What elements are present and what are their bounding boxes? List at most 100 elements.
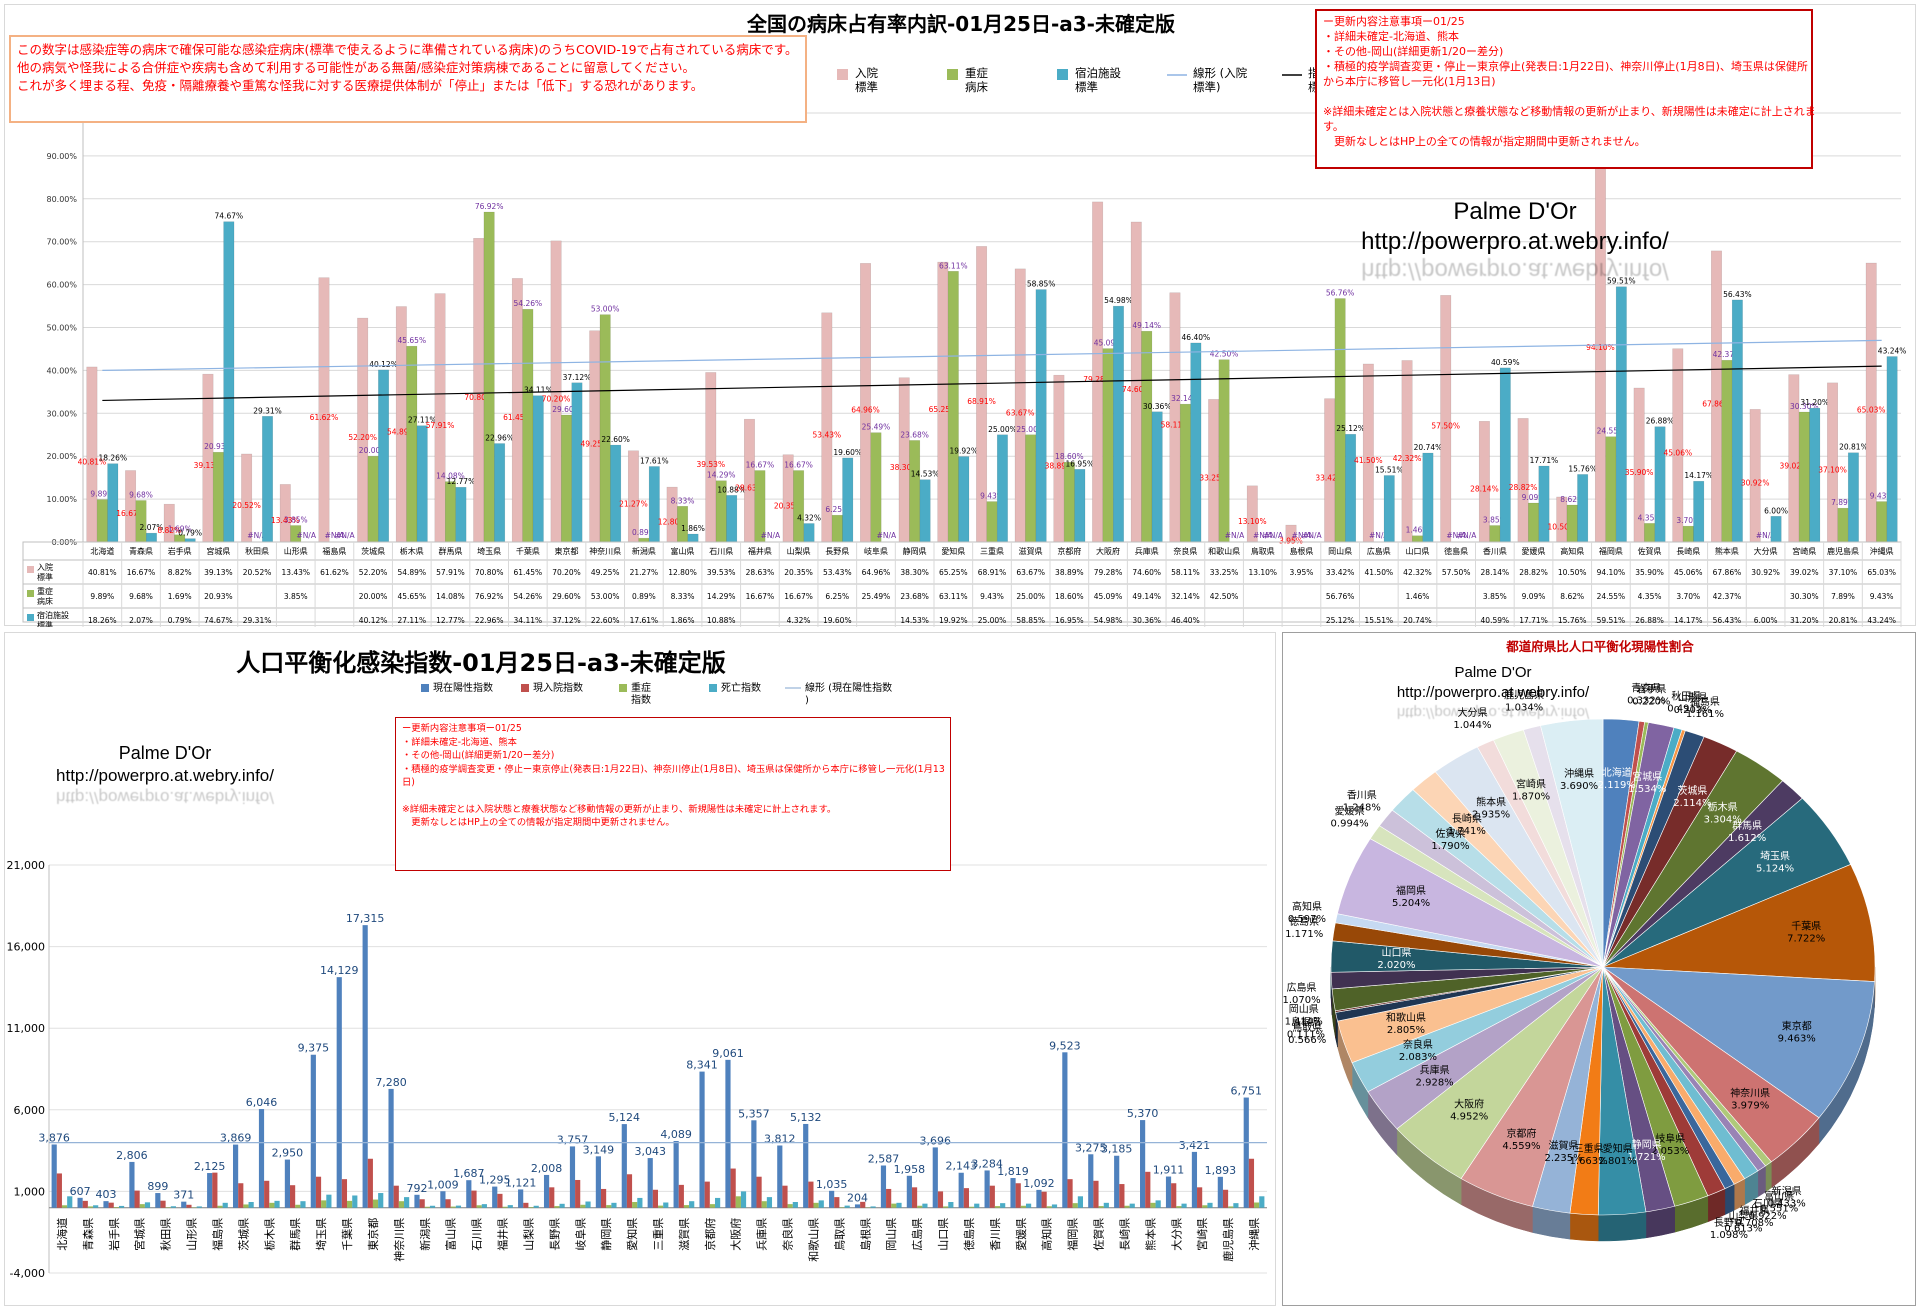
top-bar bbox=[1682, 525, 1694, 543]
pie-slice-percent: 1.070% bbox=[1283, 995, 1321, 1006]
top-bar-data-label: 42.50% bbox=[1210, 350, 1239, 359]
bl-bar bbox=[787, 1204, 793, 1208]
top-bar-data-label: 20.74% bbox=[1414, 443, 1443, 452]
top-bar bbox=[1141, 330, 1153, 543]
bl-x-category-label: 富山県 bbox=[444, 1218, 458, 1251]
pie-slice-label: 福岡県 bbox=[1396, 884, 1426, 897]
top-table-row-label: 宿泊施設標準 bbox=[37, 610, 69, 627]
top-bar-data-label: 28.14% bbox=[1470, 485, 1499, 494]
top-bar bbox=[743, 418, 755, 543]
pie-slice-side bbox=[1724, 1183, 1735, 1216]
pie-depth-group bbox=[1330, 966, 1876, 1242]
bl-bar bbox=[922, 1203, 928, 1208]
bl-bar bbox=[1067, 1179, 1073, 1208]
bl-bar-data-label: 14,129 bbox=[320, 964, 359, 977]
bl-bar bbox=[1088, 1154, 1094, 1208]
top-table-cell: 3.95% bbox=[1290, 568, 1314, 577]
top-y-tick-label: 20.00% bbox=[46, 452, 77, 461]
pie-slice-label: 福井県 bbox=[1739, 1204, 1769, 1217]
pie-slice-label: 愛媛県 bbox=[1335, 804, 1365, 817]
top-table-cell: 70.20% bbox=[552, 568, 581, 577]
top-table-cell: 25.12% bbox=[1326, 616, 1355, 625]
top-bar bbox=[610, 444, 622, 543]
bl-bar bbox=[652, 1189, 658, 1208]
top-bar bbox=[357, 317, 369, 543]
pie-slice-label: 島根県 bbox=[1291, 1015, 1321, 1028]
pie-top-group bbox=[1330, 718, 1876, 1216]
bl-x-category-label: 神奈川県 bbox=[392, 1218, 406, 1262]
bl-bar bbox=[466, 1180, 472, 1208]
pie-slice-label: 福島県 bbox=[1690, 695, 1720, 708]
top-na-label: #N/A bbox=[247, 531, 267, 540]
bl-bar bbox=[212, 1172, 218, 1208]
top-table-cell: 22.96% bbox=[475, 616, 504, 625]
top-table-cell: 53.43% bbox=[823, 568, 852, 577]
watermark-bl: Palme D'Or http://powerpro.at.webry.info… bbox=[25, 741, 305, 807]
bl-y-tick-label: 11,000 bbox=[7, 1022, 46, 1035]
top-bar-data-label: 39.02% bbox=[1780, 461, 1809, 470]
bl-bar bbox=[1103, 1202, 1109, 1208]
pie-slice-percent: 9.463% bbox=[1778, 1034, 1816, 1045]
pie-slice-label: 岩手県 bbox=[1636, 682, 1666, 695]
top-table-cell: 20.52% bbox=[243, 568, 272, 577]
top-x-category-label: 埼玉県 bbox=[477, 546, 501, 556]
top-bar-data-label: 56.43% bbox=[1723, 290, 1752, 299]
top-na-label: #N/A bbox=[1263, 531, 1283, 540]
top-y-tick-label: 40.00% bbox=[46, 366, 77, 375]
bl-bar bbox=[1165, 1176, 1172, 1208]
bl-x-category-label: 佐賀県 bbox=[1092, 1218, 1106, 1251]
top-bar-data-label: 53.00% bbox=[591, 305, 620, 314]
top-bar-data-label: 6.00% bbox=[1764, 506, 1788, 515]
bl-bar bbox=[989, 1185, 995, 1208]
bl-bar bbox=[844, 1205, 850, 1208]
bl-bar-data-label: 5,357 bbox=[738, 1107, 770, 1120]
top-bar-data-label: 7.89% bbox=[1831, 498, 1855, 507]
top-bar bbox=[1615, 286, 1627, 543]
bl-bar bbox=[813, 1202, 819, 1208]
update2-line-2: ・詳細未確定-北海道、熊本 bbox=[402, 736, 517, 748]
bl-bar-data-label: 1,295 bbox=[479, 1174, 511, 1187]
pie-slice-percent: 2.235% bbox=[1544, 1153, 1582, 1164]
bl-bar bbox=[569, 1146, 576, 1208]
top-y-tick-label: 30.00% bbox=[46, 409, 77, 418]
top-x-category-label: 京都府 bbox=[1057, 546, 1081, 556]
bl-bar-data-label: 1,092 bbox=[1023, 1177, 1055, 1190]
pie-slice-percent: 1.663% bbox=[1570, 1156, 1608, 1167]
bl-bar-data-label: 5,132 bbox=[790, 1111, 822, 1124]
top-table-cell: 16.67% bbox=[784, 592, 813, 601]
bl-bar bbox=[523, 1202, 529, 1208]
bl-bar bbox=[238, 1183, 244, 1208]
top-table-cell: 39.53% bbox=[707, 568, 736, 577]
bl-bar bbox=[414, 1194, 420, 1208]
top-table-cell: 27.11% bbox=[397, 616, 426, 625]
top-table-row-swatch bbox=[27, 566, 34, 573]
top-table-cell: 12.80% bbox=[668, 568, 697, 577]
top-bar bbox=[1102, 348, 1114, 543]
bl-bar bbox=[1254, 1202, 1260, 1208]
top-bar-data-label: 43.24% bbox=[1878, 347, 1907, 356]
top-legend-swatch-2 bbox=[1057, 69, 1068, 80]
bl-bar-data-label: 17,315 bbox=[346, 912, 385, 925]
top-bar bbox=[1063, 461, 1075, 543]
top-table-cell: 9.43% bbox=[980, 592, 1004, 601]
bl-bar-data-label: 9,061 bbox=[712, 1047, 744, 1060]
top-table-cell: 56.76% bbox=[1326, 592, 1355, 601]
top-bar-data-label: 22.96% bbox=[485, 434, 514, 443]
bl-bar bbox=[1243, 1097, 1249, 1208]
top-x-category-label: 青森県 bbox=[129, 546, 153, 556]
bl-bar bbox=[77, 1197, 83, 1208]
top-bar-data-label: 37.12% bbox=[563, 373, 592, 382]
bl-bar bbox=[533, 1205, 539, 1208]
bl-bar bbox=[1020, 1205, 1026, 1208]
bl-x-category-label: 青森県 bbox=[81, 1218, 95, 1251]
top-bar-data-label: 19.92% bbox=[949, 447, 978, 456]
top-trendline-1 bbox=[102, 365, 1882, 402]
bl-bar bbox=[943, 1206, 949, 1208]
pie-slice-label: 群馬県 bbox=[1732, 819, 1762, 832]
pie-slice-label: 奈良県 bbox=[1403, 1038, 1433, 1051]
top-bar-data-label: 40.59% bbox=[1491, 358, 1520, 367]
top-table-cell: 74.67% bbox=[204, 616, 233, 625]
top-table-row-swatch bbox=[27, 614, 34, 621]
top-x-category-label: 島根県 bbox=[1289, 546, 1313, 556]
bl-bar-data-label: 4,089 bbox=[660, 1128, 692, 1141]
